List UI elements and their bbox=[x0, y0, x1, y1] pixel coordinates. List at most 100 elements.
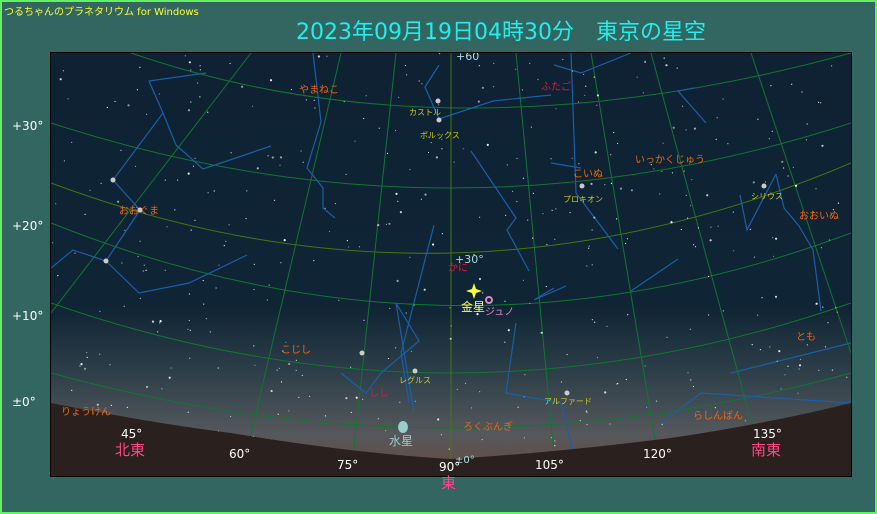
star bbox=[202, 280, 204, 282]
star bbox=[283, 239, 286, 242]
star bbox=[716, 117, 718, 119]
star bbox=[256, 167, 259, 170]
star bbox=[438, 104, 440, 106]
star bbox=[432, 243, 435, 246]
star bbox=[768, 138, 770, 140]
star bbox=[666, 336, 668, 338]
star-label: アルファード bbox=[544, 397, 592, 406]
star bbox=[831, 369, 834, 371]
star bbox=[774, 295, 778, 298]
star bbox=[665, 64, 668, 67]
star bbox=[301, 374, 303, 376]
star bbox=[504, 300, 506, 302]
star bbox=[482, 292, 484, 294]
star bbox=[406, 74, 408, 76]
star bbox=[680, 228, 682, 231]
star bbox=[551, 209, 553, 211]
constellation-label: いっかくじゅう bbox=[635, 154, 705, 166]
star bbox=[184, 55, 186, 57]
star bbox=[749, 228, 751, 230]
star bbox=[477, 54, 479, 56]
star bbox=[378, 127, 380, 129]
star bbox=[846, 376, 848, 378]
star-label: プロキオン bbox=[563, 195, 603, 204]
star bbox=[585, 410, 588, 412]
star bbox=[409, 256, 411, 258]
star bbox=[820, 102, 822, 104]
star bbox=[523, 396, 525, 398]
star bbox=[215, 287, 217, 289]
star bbox=[159, 322, 161, 324]
azimuth-label: 75° bbox=[337, 458, 358, 472]
star bbox=[290, 88, 292, 91]
star bbox=[644, 61, 646, 63]
star bbox=[661, 170, 663, 172]
star bbox=[388, 222, 391, 225]
star bbox=[350, 411, 352, 414]
star bbox=[450, 325, 452, 327]
star bbox=[524, 374, 526, 376]
star bbox=[161, 388, 163, 390]
star bbox=[555, 208, 557, 210]
star bbox=[562, 58, 564, 61]
star bbox=[479, 216, 481, 218]
star bbox=[188, 293, 190, 295]
star bbox=[798, 368, 800, 370]
star bbox=[787, 365, 789, 367]
star bbox=[395, 192, 398, 195]
star bbox=[397, 200, 399, 202]
star bbox=[476, 313, 479, 316]
star bbox=[522, 279, 524, 281]
star bbox=[529, 62, 531, 64]
star bbox=[836, 311, 838, 313]
star bbox=[593, 76, 595, 78]
star bbox=[117, 200, 120, 203]
star bbox=[86, 356, 88, 358]
star bbox=[655, 400, 658, 402]
star bbox=[164, 179, 166, 181]
star bbox=[377, 418, 379, 420]
star bbox=[127, 104, 130, 107]
star bbox=[157, 331, 159, 333]
star bbox=[516, 157, 518, 160]
star bbox=[617, 382, 619, 385]
azimuth-label: 120° bbox=[643, 447, 672, 461]
star bbox=[170, 367, 172, 369]
star bbox=[441, 138, 443, 140]
star bbox=[753, 256, 756, 258]
star bbox=[801, 91, 803, 93]
star bbox=[693, 127, 697, 130]
star bbox=[707, 314, 710, 316]
star bbox=[253, 288, 255, 291]
sky-map[interactable]: やまねこ ふたご おおぐま かに こじし こいぬ いっかくじゅう おおいぬ とも… bbox=[50, 52, 852, 477]
star bbox=[744, 420, 747, 422]
star bbox=[440, 434, 442, 436]
star bbox=[591, 229, 593, 231]
star bbox=[781, 160, 784, 163]
star bbox=[414, 400, 416, 402]
star bbox=[437, 418, 440, 421]
page-title: 2023年09月19日04時30分 東京の星空 bbox=[296, 20, 706, 45]
star bbox=[617, 142, 619, 145]
star bbox=[792, 166, 795, 168]
star bbox=[114, 100, 116, 103]
star bbox=[421, 83, 423, 85]
star bbox=[545, 285, 547, 288]
star bbox=[787, 175, 789, 177]
star bbox=[96, 403, 99, 406]
star bbox=[385, 430, 387, 432]
star bbox=[441, 148, 443, 150]
constellation-label: りょうけん bbox=[61, 406, 111, 418]
dec-label: +10° bbox=[12, 309, 44, 323]
star bbox=[300, 150, 302, 152]
star bbox=[687, 372, 689, 374]
star bbox=[126, 406, 128, 408]
star bbox=[106, 106, 108, 109]
star bbox=[486, 143, 489, 146]
star bbox=[159, 320, 162, 323]
star bbox=[203, 303, 205, 305]
star bbox=[596, 94, 600, 97]
star bbox=[529, 302, 531, 304]
star bbox=[670, 221, 673, 224]
star bbox=[74, 252, 76, 254]
